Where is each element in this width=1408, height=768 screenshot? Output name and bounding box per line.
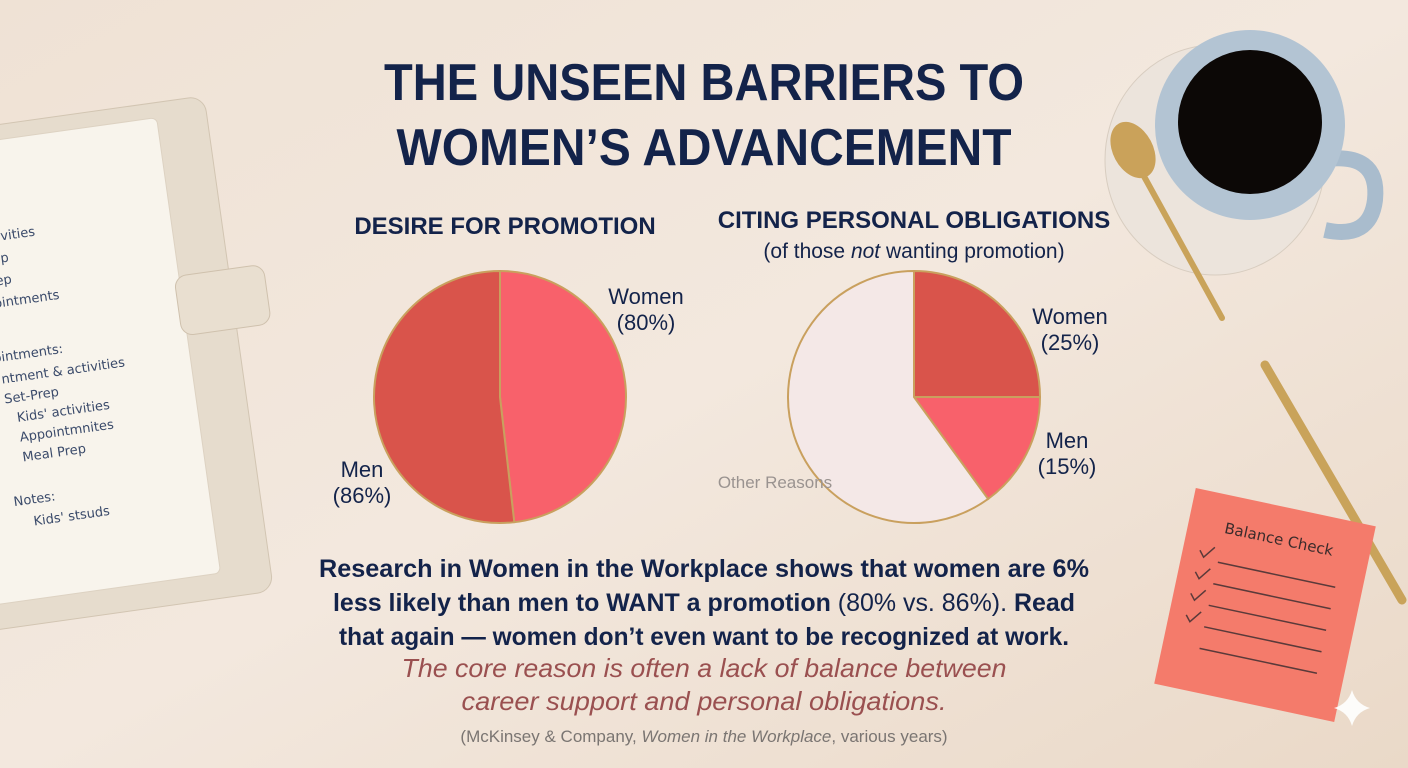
title-line: THE UNSEEN BARRIERS TO [384, 54, 1024, 112]
slice-value-label: (15%) [1038, 454, 1097, 479]
note-line: Prep [0, 272, 13, 291]
body-segment: less likely than men to WANT a promotion [333, 589, 831, 617]
spoon [1132, 157, 1225, 321]
body-segment: that again — women don’t even want to be… [339, 623, 1069, 651]
sticky-paper [1154, 488, 1376, 722]
note-line: Notes: [13, 489, 57, 510]
citation-part: Women in the Workplace [641, 727, 831, 746]
checklist [1185, 546, 1336, 675]
title-line: WOMEN’S ADVANCEMENT [397, 119, 1012, 177]
charts: DESIRE FOR PROMOTIONWomen(80%)Men(86%)CI… [333, 207, 1110, 524]
citation: (McKinsey & Company, Women in the Workpl… [460, 727, 947, 746]
note-line: The core reason is often a lack of balan… [402, 653, 1007, 683]
body-segment: Research in Women in the Workplace shows… [319, 555, 1089, 583]
body-line: that again — women don’t even want to be… [339, 623, 1069, 651]
subtitle-part: not [851, 240, 881, 263]
subtitle-part: wanting promotion) [880, 240, 1064, 263]
notebook: activities Prep Prep pointments ointment… [0, 97, 273, 632]
body-line: less likely than men to WANT a promotion… [333, 589, 1075, 617]
subtitle-part: (of those [763, 240, 851, 263]
citation-part: , various years) [831, 727, 947, 746]
slice-value-label: (86%) [333, 483, 392, 508]
coffee-surface [1178, 50, 1322, 194]
pie-slice [373, 269, 516, 524]
notebook-page [0, 117, 221, 608]
pie-slice [912, 396, 1042, 501]
notebook-clasp [174, 265, 271, 336]
slice-label: Women [1032, 304, 1107, 329]
citation-part: (McKinsey & Company, [460, 727, 641, 746]
slice-value-label: (25%) [1041, 330, 1100, 355]
body-segment: (80% vs. 86%). [831, 589, 1007, 617]
pie-slice [499, 269, 627, 524]
body-line: Research in Women in the Workplace shows… [319, 555, 1089, 583]
pie-slice [913, 269, 1042, 398]
pie-slice [787, 269, 990, 524]
chart-title: DESIRE FOR PROMOTION [354, 213, 655, 240]
coffee [1104, 30, 1384, 321]
body-segment: Read [1007, 589, 1075, 617]
chart-subtitle: (of those not wanting promotion) [763, 240, 1064, 263]
pen [1260, 360, 1407, 605]
note-line: career support and personal obligations. [462, 686, 947, 716]
spoon-head [1110, 121, 1156, 179]
cup-handle [1318, 150, 1384, 240]
chart-title: CITING PERSONAL OBLIGATIONS [718, 207, 1110, 234]
body-text: Research in Women in the Workplace shows… [319, 555, 1089, 746]
slice-label: Women [608, 284, 683, 309]
note-line: Prep [0, 251, 10, 270]
slice-label: Men [1046, 428, 1089, 453]
slice-label: Men [341, 457, 384, 482]
sticky-note: Balance Check [1154, 488, 1376, 722]
slice-label: Other Reasons [718, 473, 832, 492]
sparkle [1334, 690, 1370, 726]
slice-value-label: (80%) [617, 310, 676, 335]
